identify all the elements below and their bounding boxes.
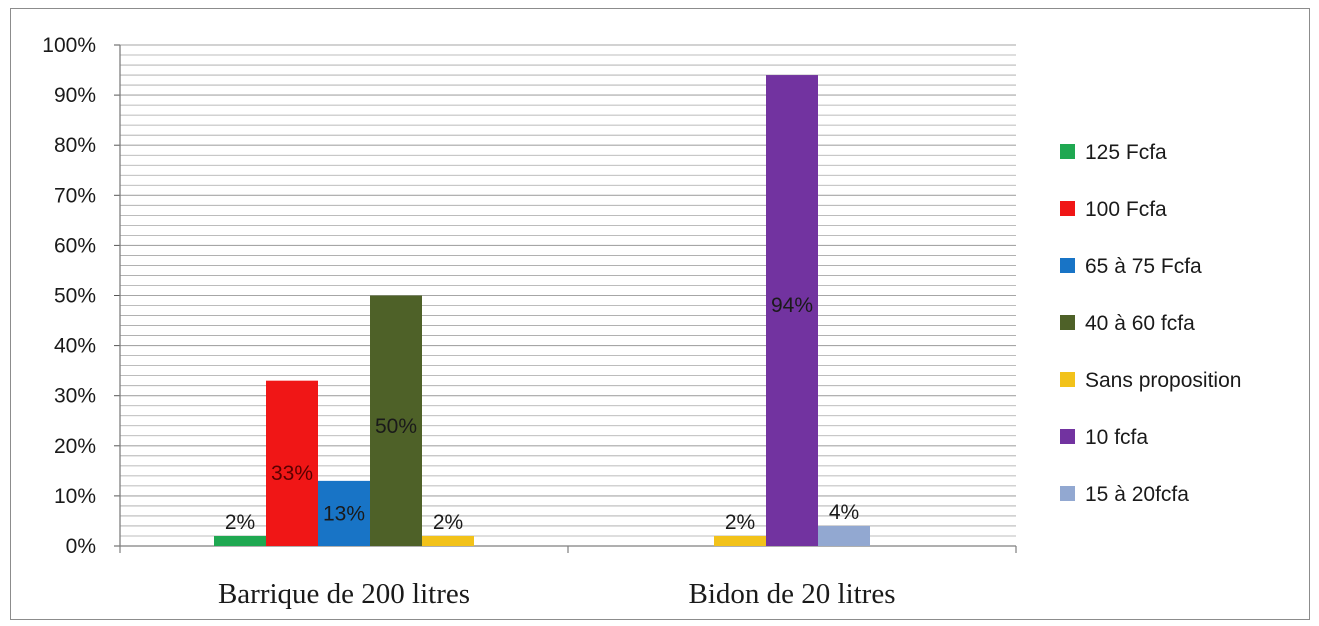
y-tick-label: 50% [54,285,96,308]
legend-label: 125 Fcfa [1085,141,1167,164]
y-tick-label: 40% [54,335,96,358]
chart-frame [10,8,1310,620]
bar [818,525,870,546]
y-tick-label: 70% [54,184,96,207]
y-tick-label: 100% [42,34,96,57]
legend-label: 10 fcfa [1085,426,1148,449]
bar [422,535,474,546]
legend-swatch [1060,429,1075,444]
data-label: 2% [725,511,755,534]
data-label: 2% [225,511,255,534]
legend-swatch [1060,372,1075,387]
bar [370,295,422,546]
y-tick-label: 20% [54,435,96,458]
y-tick-label: 0% [66,535,96,558]
data-label: 33% [271,462,313,485]
category-label: Bidon de 20 litres [688,578,895,610]
legend-swatch [1060,258,1075,273]
legend-swatch [1060,144,1075,159]
y-tick-label: 10% [54,485,96,508]
y-tick-label: 30% [54,385,96,408]
data-label: 13% [323,503,365,526]
data-label: 2% [433,511,463,534]
y-tick-label: 60% [54,234,96,257]
bar [266,380,318,546]
bar [214,535,266,546]
legend-swatch [1060,486,1075,501]
y-tick-label: 90% [54,84,96,107]
legend-swatch [1060,201,1075,216]
data-label: 4% [829,501,859,524]
data-label: 94% [771,294,813,317]
y-tick-label: 80% [54,134,96,157]
legend-label: 100 Fcfa [1085,198,1167,221]
bar [714,535,766,546]
data-label: 50% [375,415,417,438]
legend-label: 15 à 20fcfa [1085,483,1189,506]
bar [318,480,370,546]
legend-label: Sans proposition [1085,369,1241,392]
legend-label: 40 à 60 fcfa [1085,312,1195,335]
bar [766,75,818,546]
category-label: Barrique de 200 litres [218,578,470,610]
legend-swatch [1060,315,1075,330]
legend-label: 65 à 75 Fcfa [1085,255,1202,278]
